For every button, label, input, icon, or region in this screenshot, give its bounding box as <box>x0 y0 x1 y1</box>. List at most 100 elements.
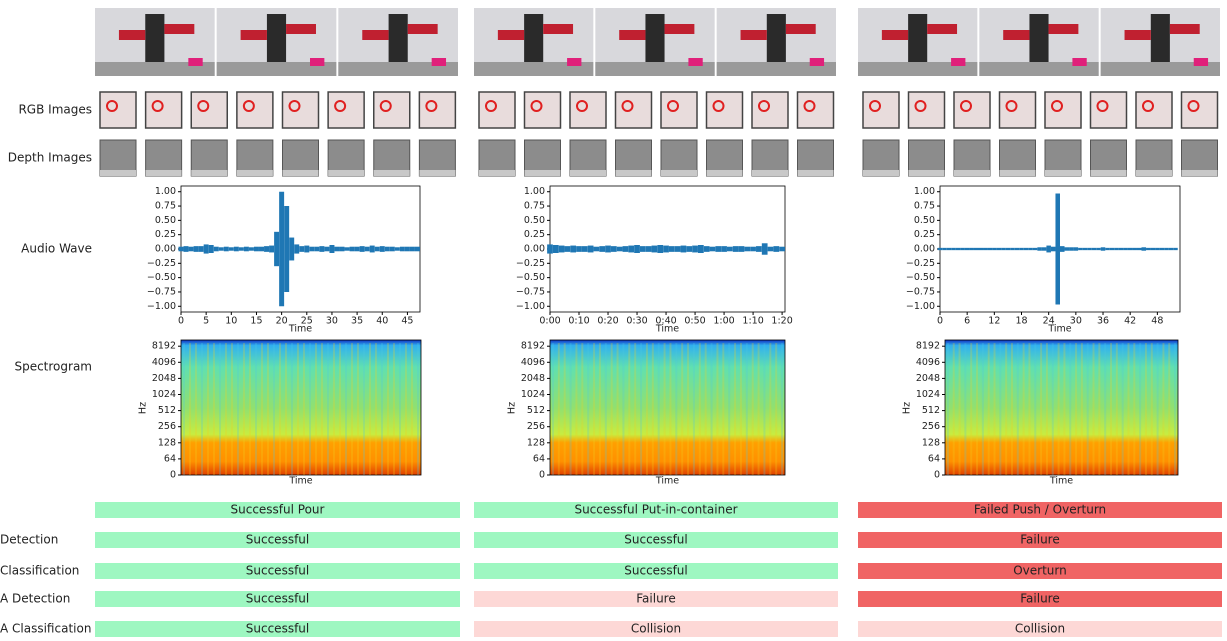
status-text: Successful <box>246 622 309 636</box>
container <box>188 58 202 66</box>
robot-arm <box>741 30 767 40</box>
status-text: Successful <box>624 564 687 578</box>
y-tick-label: 4096 <box>916 357 940 368</box>
depth-floor <box>237 170 273 176</box>
rgb-thumbnail <box>909 92 945 128</box>
rgb-thumbnail <box>191 92 227 128</box>
robot-arm <box>665 24 695 34</box>
y-tick-label: −0.75 <box>147 286 176 297</box>
x-tick-label: 12 <box>988 316 1000 327</box>
x-axis-label: Time <box>655 324 679 335</box>
status-label: Detection <box>0 533 58 547</box>
x-tick-label: 6 <box>964 316 970 327</box>
y-tick-label: −0.25 <box>147 258 176 269</box>
spectrogram-image <box>181 340 421 475</box>
x-tick-label: 0 <box>937 316 943 327</box>
y-tick-label: −1.00 <box>516 301 545 312</box>
y-tick-label: 256 <box>527 421 545 432</box>
y-tick-label: −0.50 <box>147 272 176 283</box>
y-tick-label: 1.00 <box>155 186 176 197</box>
x-tick-label: 36 <box>1097 316 1109 327</box>
rgb-thumbnail <box>954 92 990 128</box>
status-label: A Detection <box>0 592 70 606</box>
rgb-thumbnail <box>1182 92 1218 128</box>
y-tick-label: −0.50 <box>906 272 935 283</box>
y-tick-label: 128 <box>922 437 940 448</box>
y-tick-label: 512 <box>922 405 940 416</box>
status-text: Overturn <box>1013 564 1067 578</box>
container <box>951 58 965 66</box>
depth-floor <box>1091 170 1127 176</box>
depth-floor <box>1182 170 1218 176</box>
y-tick-label: 4096 <box>521 357 545 368</box>
y-tick-label: 2048 <box>152 373 176 384</box>
x-tick-label: 40 <box>376 316 388 327</box>
x-tick-label: 10 <box>225 316 237 327</box>
rgb-thumbnail <box>616 92 652 128</box>
x-tick-label: 45 <box>401 316 413 327</box>
y-tick-label: 2048 <box>916 373 940 384</box>
y-tick-label: 64 <box>928 453 940 464</box>
rgb-thumbnail <box>146 92 182 128</box>
y-tick-label: 64 <box>533 453 545 464</box>
status-text: Failure <box>636 592 675 606</box>
rgb-thumbnail <box>1091 92 1127 128</box>
rgb-thumbnail <box>1045 92 1081 128</box>
y-axis-label: Hz <box>902 402 913 414</box>
y-tick-label: 512 <box>158 405 176 416</box>
depth-floor <box>479 170 515 176</box>
x-tick-label: 1:20 <box>771 316 792 327</box>
rgb-thumbnail <box>798 92 834 128</box>
x-tick-label: 42 <box>1124 316 1136 327</box>
y-tick-label: −0.25 <box>516 258 545 269</box>
y-tick-label: 0.00 <box>914 244 935 255</box>
x-tick-label: 0:00 <box>539 316 560 327</box>
robot-arm <box>286 24 316 34</box>
x-tick-label: 5 <box>203 316 209 327</box>
y-tick-label: 8192 <box>916 341 940 352</box>
container <box>432 58 446 66</box>
rgb-thumbnail <box>237 92 273 128</box>
y-tick-label: 0.25 <box>155 229 176 240</box>
x-tick-label: 18 <box>1015 316 1027 327</box>
container <box>567 58 581 66</box>
depth-floor <box>798 170 834 176</box>
y-tick-label: 8192 <box>521 341 545 352</box>
status-text: Successful <box>246 592 309 606</box>
y-tick-label: 0.25 <box>524 229 545 240</box>
rgb-thumbnail <box>863 92 899 128</box>
robot-body <box>145 14 164 62</box>
rgb-thumbnail <box>525 92 561 128</box>
y-tick-label: −1.00 <box>147 301 176 312</box>
y-tick-label: −0.25 <box>906 258 935 269</box>
depth-floor <box>661 170 697 176</box>
robot-arm <box>408 24 438 34</box>
y-tick-label: 64 <box>164 453 176 464</box>
x-axis-label: Time <box>1049 476 1073 487</box>
y-tick-label: 0 <box>934 470 940 481</box>
status-text: Collision <box>1015 622 1065 636</box>
depth-floor <box>863 170 899 176</box>
x-tick-label: 1:00 <box>713 316 734 327</box>
y-tick-label: −1.00 <box>906 301 935 312</box>
x-axis-label: Time <box>1047 324 1071 335</box>
spectrogram-image <box>550 340 785 475</box>
y-tick-label: 0.50 <box>914 215 935 226</box>
status-label: Classification <box>0 564 79 578</box>
x-tick-label: 35 <box>351 316 363 327</box>
y-tick-label: 0.00 <box>155 244 176 255</box>
robot-arm <box>786 24 816 34</box>
depth-floor <box>954 170 990 176</box>
y-tick-label: 1.00 <box>524 186 545 197</box>
row-label: Audio Wave <box>21 242 92 256</box>
depth-floor <box>570 170 606 176</box>
y-tick-label: 1024 <box>916 389 940 400</box>
robot-arm <box>362 30 388 40</box>
rgb-thumbnail <box>100 92 136 128</box>
status-text: Failure <box>1020 592 1059 606</box>
robot-arm <box>1049 24 1079 34</box>
page: { "row_labels": {"rgb": "RGB Images", "d… <box>0 0 1227 637</box>
robot-body <box>908 14 927 62</box>
rgb-thumbnail <box>1000 92 1036 128</box>
depth-floor <box>525 170 561 176</box>
